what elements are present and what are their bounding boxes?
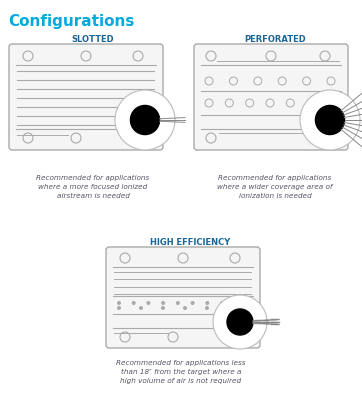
- Circle shape: [300, 90, 360, 150]
- Circle shape: [117, 306, 121, 310]
- Circle shape: [220, 301, 224, 305]
- Circle shape: [139, 306, 143, 310]
- FancyBboxPatch shape: [9, 44, 163, 150]
- Circle shape: [205, 306, 209, 310]
- Text: Recommended for applications
where a more focused ionized
airstream is needed: Recommended for applications where a mor…: [36, 175, 150, 199]
- Text: PERFORATED: PERFORATED: [244, 35, 306, 44]
- Text: Recommended for applications
where a wider coverage area of
ionization is needed: Recommended for applications where a wid…: [217, 175, 333, 199]
- Circle shape: [161, 301, 165, 305]
- Circle shape: [190, 301, 194, 305]
- Circle shape: [161, 306, 165, 310]
- Text: Configurations: Configurations: [8, 14, 134, 29]
- Text: SLOTTED: SLOTTED: [72, 35, 114, 44]
- Circle shape: [117, 301, 121, 305]
- Text: HIGH EFFICIENCY: HIGH EFFICIENCY: [150, 238, 230, 247]
- Circle shape: [205, 301, 209, 305]
- Circle shape: [132, 301, 136, 305]
- Circle shape: [183, 306, 187, 310]
- FancyBboxPatch shape: [106, 247, 260, 348]
- Circle shape: [115, 90, 175, 150]
- FancyBboxPatch shape: [194, 44, 348, 150]
- Circle shape: [315, 106, 345, 135]
- Circle shape: [227, 309, 253, 335]
- Text: Recommended for applications less
than 18″ from the target where a
high volume o: Recommended for applications less than 1…: [116, 360, 246, 384]
- Circle shape: [176, 301, 180, 305]
- Circle shape: [146, 301, 151, 305]
- Circle shape: [130, 106, 160, 135]
- Circle shape: [213, 295, 267, 349]
